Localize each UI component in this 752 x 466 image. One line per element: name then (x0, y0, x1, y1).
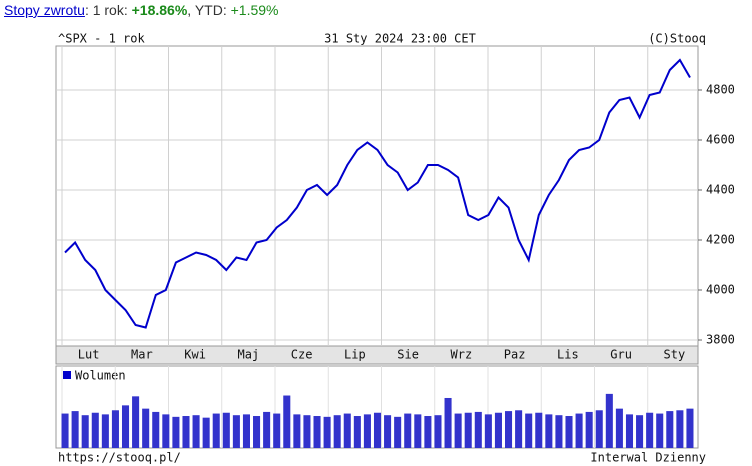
volume-bar (585, 411, 593, 448)
x-tick-label: Sty (664, 348, 686, 362)
volume-bar (424, 416, 432, 448)
x-tick-label: Mar (131, 348, 153, 362)
returns-link[interactable]: Stopy zwrotu (4, 2, 85, 18)
volume-bar (545, 414, 553, 448)
volume-bar (434, 415, 442, 448)
volume-bar (232, 415, 240, 448)
volume-bar (555, 415, 563, 448)
y-tick-label: 3800 (706, 333, 735, 347)
volume-bar (263, 411, 271, 448)
volume-bar (515, 410, 523, 448)
volume-bar (363, 414, 371, 448)
y-tick-label: 4800 (706, 83, 735, 97)
volume-bar (152, 411, 160, 448)
volume-bar (444, 397, 452, 448)
x-tick-label: Lut (78, 348, 100, 362)
year-value: +18.86% (131, 2, 188, 18)
y-tick-label: 4000 (706, 283, 735, 297)
volume-bar (192, 415, 200, 448)
volume-bar (333, 415, 341, 448)
volume-bar (303, 415, 311, 448)
volume-bar (71, 411, 79, 448)
volume-bar (505, 411, 513, 448)
price-line (64, 58, 691, 329)
y-tick-label: 4400 (706, 183, 735, 197)
x-tick-label: Maj (238, 348, 260, 362)
volume-bar (404, 413, 412, 448)
x-tick-label: Sie (397, 348, 419, 362)
volume-bar (323, 416, 331, 448)
volume-bar (605, 393, 613, 448)
volume-bar (353, 416, 361, 448)
volume-bar (636, 415, 644, 448)
volume-bar (384, 415, 392, 448)
plot-frame (55, 45, 699, 347)
volume-bar (666, 411, 674, 448)
returns-line: Stopy zwrotu: 1 rok: +18.86%, YTD: +1.59… (4, 2, 279, 18)
legend-label: Wolumen (75, 369, 126, 383)
volume-bar (414, 414, 422, 448)
ytd-label: YTD: (194, 2, 227, 18)
y-tick-label: 4200 (706, 233, 735, 247)
volume-bar (343, 413, 351, 448)
volume-bar (646, 412, 654, 448)
volume-bar (565, 416, 573, 448)
volume-bar (91, 412, 99, 448)
volume-bar (656, 413, 664, 448)
volume-bar (61, 413, 69, 448)
volume-bar (615, 408, 623, 448)
y-tick-label: 4600 (706, 133, 735, 147)
x-tick-label: Gru (610, 348, 632, 362)
volume-bar (283, 395, 291, 448)
volume-bar (595, 410, 603, 448)
volume-bar (494, 412, 502, 448)
x-tick-label: Lip (344, 348, 366, 362)
chart-subtitle: 31 Sty 2024 23:00 CET (324, 32, 476, 46)
footer-left: https://stooq.pl/ (58, 451, 181, 465)
volume-bar (202, 417, 210, 448)
x-tick-label: Lis (557, 348, 579, 362)
volume-bar (111, 410, 119, 448)
volume-bar (474, 411, 482, 448)
volume-bar (132, 396, 140, 448)
volume-bar (686, 408, 694, 448)
x-tick-label: Wrz (451, 348, 473, 362)
footer-right: Interwal Dzienny (590, 451, 706, 465)
volume-bar (464, 412, 472, 448)
ytd-value: +1.59% (230, 2, 279, 18)
volume-bar (222, 412, 230, 448)
volume-bar (625, 414, 634, 448)
volume-bar (535, 412, 543, 448)
volume-bar (212, 413, 220, 448)
x-tick-label: Paz (504, 348, 526, 362)
volume-bar (273, 413, 281, 448)
volume-bar (313, 416, 321, 448)
volume-bar (525, 413, 533, 448)
volume-bar (373, 412, 382, 448)
volume-bar (454, 413, 462, 448)
credit: (C)Stooq (648, 32, 706, 46)
volume-bar (121, 405, 130, 448)
volume-bar (575, 413, 583, 448)
volume-bar (484, 414, 492, 448)
legend-swatch (63, 371, 71, 379)
x-axis-band (55, 345, 699, 365)
volume-bar (81, 415, 89, 448)
volume-bar (162, 414, 170, 448)
volume-bar (142, 408, 150, 448)
volume-bar (394, 416, 402, 448)
volume-bar (242, 414, 250, 448)
volume-bar (172, 416, 180, 448)
volume-bar (101, 414, 109, 448)
volume-bar (293, 414, 301, 448)
volume-bar (253, 416, 261, 448)
x-tick-label: Cze (291, 348, 313, 362)
volume-bar (676, 410, 684, 448)
year-label: 1 rok: (92, 2, 128, 18)
chart-title: ^SPX - 1 rok (58, 32, 145, 46)
volume-bar (182, 416, 190, 448)
x-tick-label: Kwi (184, 348, 206, 362)
